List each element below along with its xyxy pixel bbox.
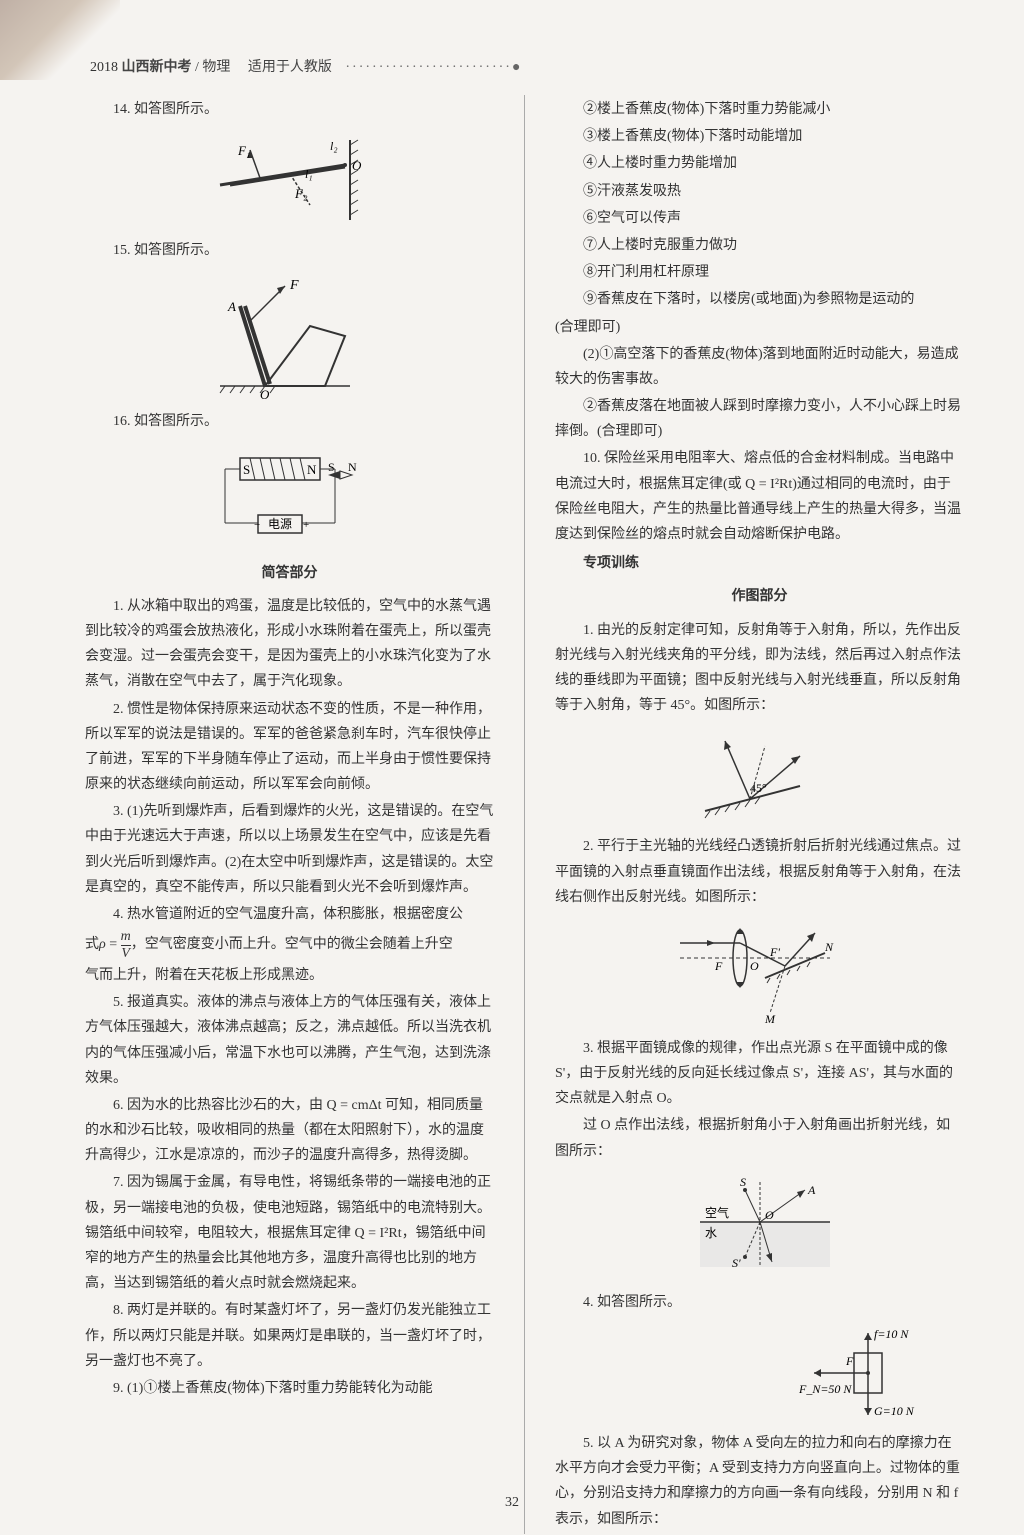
d3b: 过 O 点作出法线，根据折射角小于入射角画出折射光线，如图所示：	[555, 1113, 964, 1163]
r-2-1: (2)①高空落下的香蕉皮(物体)落到地面附近时动能大，易造成较大的伤害事故。	[555, 342, 964, 392]
label-N: N	[307, 462, 317, 477]
q14: 14. 如答图所示。	[85, 97, 494, 122]
r-item-3: ⑤汗液蒸发吸热	[555, 179, 964, 204]
special-training-title: 专项训练	[555, 551, 964, 576]
q16: 16. 如答图所示。	[85, 409, 494, 434]
r3-O: O	[765, 1208, 774, 1222]
ans-9: 9. (1)①楼上香蕉皮(物体)下落时重力势能转化为动能	[85, 1376, 494, 1401]
label-F: F	[289, 278, 299, 293]
header-dots: ·························●	[345, 60, 522, 75]
ans-6: 6. 因为水的比热容比沙石的大，由 Q = cmΔt 可知，相同质量的水和沙石比…	[85, 1093, 494, 1169]
r-item-7: ⑨香蕉皮在下落时，以楼房(或地面)为参照物是运动的	[555, 287, 964, 312]
ans-3: 3. (1)先听到爆炸声，后看到爆炸的火光，这是错误的。在空气中由于光速远大于声…	[85, 799, 494, 900]
diagram-r1: 45°	[555, 726, 964, 826]
r2-F: F	[714, 959, 723, 973]
section-title-jianda: 简答部分	[85, 561, 494, 586]
terminal-minus: −	[254, 519, 260, 531]
r4-FN: F_N=50 N	[798, 1382, 852, 1396]
r-item-5: ⑦人上楼时克服重力做功	[555, 233, 964, 258]
label-l2: l₂	[330, 139, 338, 153]
drawing-title: 作图部分	[555, 584, 964, 609]
ans-5: 5. 报道真实。液体的沸点与液体上方的气体压强有关，液体上方气体压强越大，液体沸…	[85, 990, 494, 1091]
r3-A: A	[807, 1183, 816, 1197]
d1: 1. 由光的反射定律可知，反射角等于入射角，所以，先作出反射光线与入射光线夹角的…	[555, 618, 964, 719]
r-item-6: ⑧开门利用杠杆原理	[555, 260, 964, 285]
r3-Sp: S'	[732, 1256, 741, 1270]
diagram-15: F A O	[85, 271, 494, 401]
column-divider	[524, 95, 525, 1534]
content-area: 14. 如答图所示。 F₁ F₂ l₂ l₁ O 15. 如答图	[85, 95, 964, 1534]
d5: 5. 以 A 为研究对象，物体 A 受向左的拉力和向右的摩擦力在水平方向才会受力…	[555, 1431, 964, 1532]
ans-7: 7. 因为锡属于金属，有导电性，将锡纸条带的一端接电池的正极，另一端接电池的负极…	[85, 1170, 494, 1296]
r2-M: M	[764, 1012, 776, 1026]
r-item-0: ②楼上香蕉皮(物体)下落时重力势能减小	[555, 97, 964, 122]
label-O: O	[352, 158, 362, 173]
r4-G: G=10 N	[874, 1404, 915, 1418]
r2-N: N	[824, 940, 834, 954]
r3-air: 空气	[705, 1205, 729, 1220]
header-subject: 物理	[202, 60, 230, 75]
ans-2: 2. 惯性是物体保持原来运动状态不变的性质，不是一种作用，所以军军的说法是错误的…	[85, 697, 494, 798]
r2-O: O	[750, 959, 759, 973]
header-edition: 适用于人教版	[248, 60, 332, 75]
r3-water: 水	[705, 1226, 717, 1240]
header-title: 山西新中考	[122, 60, 192, 75]
d4: 4. 如答图所示。	[555, 1290, 964, 1315]
r-reasonable: (合理即可)	[555, 315, 964, 340]
diagram-r3: S A S' O 空气 水	[555, 1172, 964, 1282]
q15: 15. 如答图所示。	[85, 238, 494, 263]
ans-1: 1. 从冰箱中取出的鸡蛋，温度是比较低的，空气中的水蒸气遇到比较冷的鸡蛋会放热液…	[85, 594, 494, 695]
label-l1: l₁	[305, 167, 313, 181]
r4-f: f=10 N	[874, 1327, 909, 1341]
page-number: 32	[505, 1490, 519, 1515]
page-header: 2018 山西新中考 / 物理 适用于人教版 ·················…	[90, 55, 522, 80]
ans-4-suffix: 气而上升，附着在天花板上形成黑迹。	[85, 963, 494, 988]
ans-8: 8. 两灯是并联的。有时某盏灯坏了，另一盏灯仍发光能独立工作，所以两灯只能是并联…	[85, 1298, 494, 1374]
label-F2: F₂	[294, 186, 308, 201]
right-column: ②楼上香蕉皮(物体)下落时重力势能减小 ③楼上香蕉皮(物体)下落时动能增加 ④人…	[555, 95, 964, 1534]
d3a: 3. 根据平面镜成像的规律，作出点光源 S 在平面镜中成的像 S'，由于反射光线…	[555, 1036, 964, 1112]
r-10: 10. 保险丝采用电阻率大、熔点低的合金材料制成。当电路中电流过大时，根据焦耳定…	[555, 446, 964, 547]
r-item-2: ④人上楼时重力势能增加	[555, 151, 964, 176]
r-item-4: ⑥空气可以传声	[555, 206, 964, 231]
label-O15: O	[260, 387, 270, 401]
header-year: 2018	[90, 60, 118, 75]
compass-S: S	[328, 460, 335, 474]
r2-Fp: F'	[769, 945, 780, 959]
left-column: 14. 如答图所示。 F₁ F₂ l₂ l₁ O 15. 如答图	[85, 95, 494, 1534]
label-A: A	[227, 299, 236, 314]
diagram-16: S N S N − 电源 +	[85, 443, 494, 553]
r-2-2: ②香蕉皮落在地面被人踩到时摩擦力变小，人不小心踩上时易摔倒。(合理即可)	[555, 394, 964, 444]
diagram-14: F₁ F₂ l₂ l₁ O	[85, 130, 494, 230]
compass-N: N	[348, 460, 357, 474]
diagram-r4: f=10 N F F_N=50 N G=10 N	[555, 1323, 964, 1423]
terminal-plus: +	[303, 519, 309, 531]
label-45: 45°	[750, 781, 767, 795]
label-S: S	[243, 462, 250, 477]
r3-S: S	[740, 1175, 746, 1189]
ans-4-formula: 式ρ = mV，空气密度变小而上升。空气中的微尘会随着上升空	[85, 929, 494, 961]
d2: 2. 平行于主光轴的光线经凸透镜折射后折射光线通过焦点。过平面镜的入射点垂直镜面…	[555, 834, 964, 910]
label-F1: F₁	[237, 143, 250, 158]
diagram-r2: F O F' M N	[555, 918, 964, 1028]
r-item-1: ③楼上香蕉皮(物体)下落时动能增加	[555, 124, 964, 149]
label-power: 电源	[268, 517, 292, 531]
ans-4-prefix: 4. 热水管道附近的空气温度升高，体积膨胀，根据密度公	[85, 902, 494, 927]
r4-F: F	[845, 1354, 854, 1368]
